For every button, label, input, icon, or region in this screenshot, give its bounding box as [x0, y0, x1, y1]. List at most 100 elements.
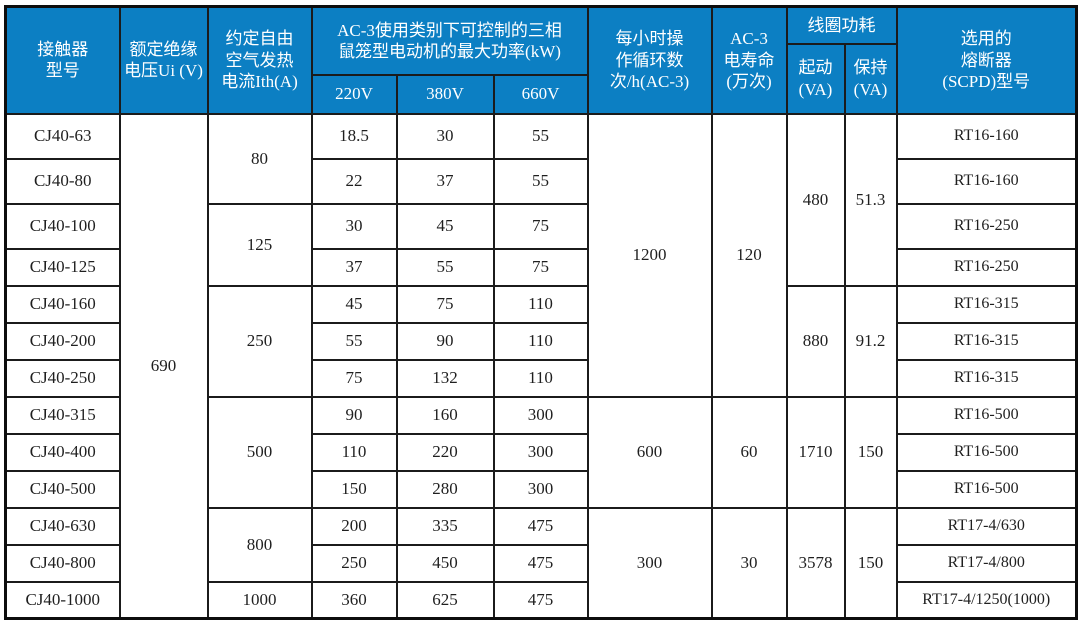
power-220-cell: 110 — [310, 432, 398, 472]
contactor-spec-table: 接触器 型号 额定绝缘 电压Ui (V) 约定自由 空气发热 电流Ith(A) … — [4, 5, 1078, 620]
fuse-cell: RT17-4/1250(1000) — [895, 580, 1078, 620]
power-220-cell: 37 — [310, 247, 398, 287]
coil-hold-group-cell: 150 — [843, 395, 898, 509]
power-220-cell: 250 — [310, 543, 398, 583]
fuse-cell: RT16-500 — [895, 395, 1078, 435]
power-380-cell: 132 — [395, 358, 495, 398]
fuse-cell: RT16-315 — [895, 358, 1078, 398]
model-cell: CJ40-200 — [4, 321, 121, 361]
life-group-cell: 120 — [710, 112, 788, 398]
ith-group-cell: 800 — [206, 506, 313, 583]
fuse-cell: RT16-500 — [895, 432, 1078, 472]
power-660-cell: 55 — [492, 112, 589, 160]
ops-group-cell: 1200 — [586, 112, 713, 398]
header-fuse-type: 选用的 熔断器 (SCPD)型号 — [895, 5, 1078, 115]
fuse-cell: RT16-500 — [895, 469, 1078, 509]
header-thermal-current: 约定自由 空气发热 电流Ith(A) — [206, 5, 313, 115]
model-cell: CJ40-500 — [4, 469, 121, 509]
power-380-cell: 45 — [395, 202, 495, 250]
header-operating-cycles: 每小时操 作循环数 次/h(AC-3) — [586, 5, 713, 115]
power-380-cell: 37 — [395, 157, 495, 205]
ith-group-cell: 1000 — [206, 580, 313, 620]
table-row: CJ40-200 55 90 110 RT16-315 — [4, 321, 1078, 361]
power-380-cell: 335 — [395, 506, 495, 546]
power-220-cell: 18.5 — [310, 112, 398, 160]
power-380-cell: 160 — [395, 395, 495, 435]
header-max-power-ac3: AC-3使用类别下可控制的三相 鼠笼型电动机的最大功率(kW) — [310, 5, 589, 76]
table-row: CJ40-630 800 200 335 475 300 30 3578 150… — [4, 506, 1078, 620]
power-660-cell: 300 — [492, 395, 589, 435]
power-660-cell: 300 — [492, 469, 589, 509]
fuse-cell: RT17-4/800 — [895, 543, 1078, 583]
power-660-cell: 110 — [492, 321, 589, 361]
header-coil-consumption: 线圈功耗 — [785, 5, 898, 45]
coil-start-group-cell: 1710 — [785, 395, 846, 509]
power-220-cell: 75 — [310, 358, 398, 398]
coil-start-group-cell: 880 — [785, 284, 846, 398]
power-660-cell: 55 — [492, 157, 589, 205]
table-row: CJ40-63 690 80 18.5 30 55 1200 120 480 5… — [4, 112, 1078, 620]
coil-start-group-cell: 3578 — [785, 506, 846, 620]
ops-group-cell: 600 — [586, 395, 713, 509]
ith-group-cell: 80 — [206, 112, 313, 205]
model-cell: CJ40-160 — [4, 284, 121, 324]
coil-start-group-cell: 480 — [785, 112, 846, 287]
model-cell: CJ40-1000 — [4, 580, 121, 620]
model-cell: CJ40-100 — [4, 202, 121, 250]
model-cell: CJ40-400 — [4, 432, 121, 472]
power-380-cell: 55 — [395, 247, 495, 287]
power-220-cell: 150 — [310, 469, 398, 509]
table-row: CJ40-1000 1000 360 625 475 RT17-4/1250(1… — [4, 580, 1078, 620]
header-380v: 380V — [395, 73, 495, 115]
power-380-cell: 30 — [395, 112, 495, 160]
header-electrical-life: AC-3 电寿命 (万次) — [710, 5, 788, 115]
fuse-cell: RT16-160 — [895, 157, 1078, 205]
header-coil-hold: 保持 (VA) — [843, 42, 898, 115]
header-coil-start: 起动 (VA) — [785, 42, 846, 115]
table-row: CJ40-400 110 220 300 RT16-500 — [4, 432, 1078, 472]
fuse-cell: RT17-4/630 — [895, 506, 1078, 546]
coil-hold-group-cell: 91.2 — [843, 284, 898, 398]
fuse-cell: RT16-315 — [895, 284, 1078, 324]
insulation-voltage-cell: 690 — [118, 112, 209, 620]
power-660-cell: 300 — [492, 432, 589, 472]
power-660-cell: 475 — [492, 506, 589, 546]
power-660-cell: 475 — [492, 580, 589, 620]
table-row: CJ40-315 500 90 160 300 600 60 1710 150 … — [4, 395, 1078, 509]
coil-hold-group-cell: 150 — [843, 506, 898, 620]
fuse-cell: RT16-315 — [895, 321, 1078, 361]
power-220-cell: 90 — [310, 395, 398, 435]
model-cell: CJ40-800 — [4, 543, 121, 583]
header-220v: 220V — [310, 73, 398, 115]
power-660-cell: 75 — [492, 247, 589, 287]
power-220-cell: 45 — [310, 284, 398, 324]
model-cell: CJ40-125 — [4, 247, 121, 287]
table-row: CJ40-125 37 55 75 RT16-250 — [4, 247, 1078, 287]
model-cell: CJ40-630 — [4, 506, 121, 546]
fuse-cell: RT16-250 — [895, 247, 1078, 287]
power-220-cell: 22 — [310, 157, 398, 205]
power-380-cell: 90 — [395, 321, 495, 361]
model-cell: CJ40-80 — [4, 157, 121, 205]
model-cell: CJ40-315 — [4, 395, 121, 435]
life-group-cell: 30 — [710, 506, 788, 620]
power-380-cell: 280 — [395, 469, 495, 509]
power-660-cell: 110 — [492, 358, 589, 398]
model-cell: CJ40-250 — [4, 358, 121, 398]
table-row: CJ40-250 75 132 110 RT16-315 — [4, 358, 1078, 398]
power-380-cell: 625 — [395, 580, 495, 620]
ith-group-cell: 125 — [206, 202, 313, 287]
life-group-cell: 60 — [710, 395, 788, 509]
coil-hold-group-cell: 51.3 — [843, 112, 898, 287]
ops-group-cell: 300 — [586, 506, 713, 620]
power-380-cell: 75 — [395, 284, 495, 324]
table-row: CJ40-100 125 30 45 75 RT16-250 — [4, 202, 1078, 287]
power-380-cell: 450 — [395, 543, 495, 583]
fuse-cell: RT16-160 — [895, 112, 1078, 160]
table-row: CJ40-160 250 45 75 110 880 91.2 RT16-315 — [4, 284, 1078, 398]
power-220-cell: 55 — [310, 321, 398, 361]
power-660-cell: 75 — [492, 202, 589, 250]
model-cell: CJ40-63 — [4, 112, 121, 160]
power-220-cell: 30 — [310, 202, 398, 250]
power-660-cell: 475 — [492, 543, 589, 583]
